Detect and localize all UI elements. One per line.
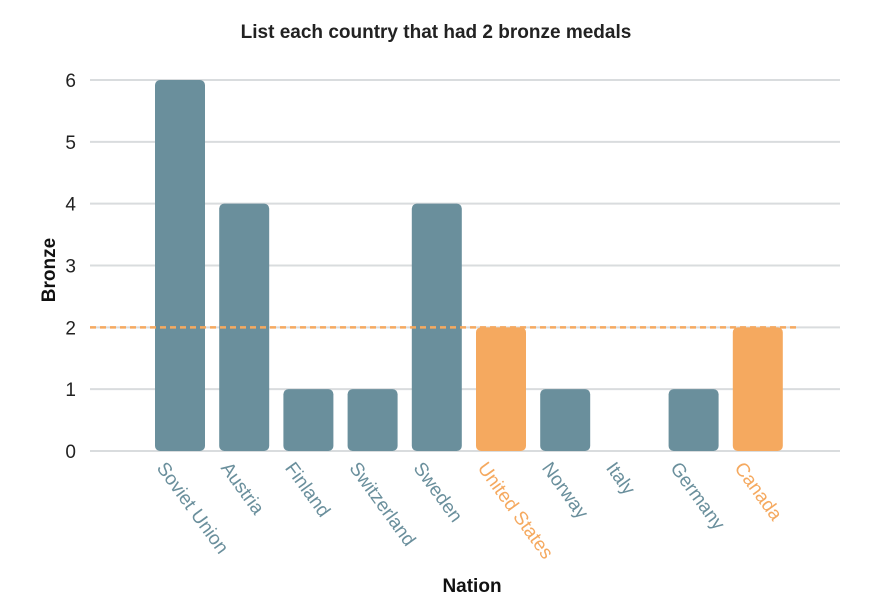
y-tick-label: 5 [65, 133, 76, 154]
y-axis-label: Bronze [39, 238, 60, 302]
bar [668, 389, 719, 451]
x-tick-label: Germany [666, 459, 729, 535]
bar [476, 327, 526, 451]
y-tick-label: 1 [65, 380, 76, 401]
x-tick-label: Finland [280, 459, 334, 522]
y-tick-label: 0 [65, 442, 76, 463]
y-tick-label: 3 [65, 257, 76, 278]
x-tick-label: Austria [216, 459, 268, 520]
bar [283, 389, 334, 451]
bar [411, 203, 462, 451]
y-tick-label: 2 [65, 318, 76, 339]
bar [347, 389, 398, 451]
y-axis-ticks: 0 1 2 3 4 5 6 [65, 71, 76, 463]
x-tick-label: Norway [537, 459, 592, 524]
x-axis-label: Nation [442, 576, 501, 597]
bar [732, 327, 783, 451]
bar [155, 80, 205, 451]
x-tick-label: Canada [730, 459, 786, 526]
bars [155, 80, 783, 451]
x-tick-label: Italy [601, 459, 639, 500]
y-tick-label: 4 [65, 195, 76, 216]
x-tick-label: Switzerland [345, 459, 420, 551]
chart-title: List each country that had 2 bronze meda… [241, 22, 632, 43]
y-tick-label: 6 [65, 71, 76, 92]
bar [540, 389, 591, 451]
x-tick-label: Sweden [409, 459, 466, 527]
